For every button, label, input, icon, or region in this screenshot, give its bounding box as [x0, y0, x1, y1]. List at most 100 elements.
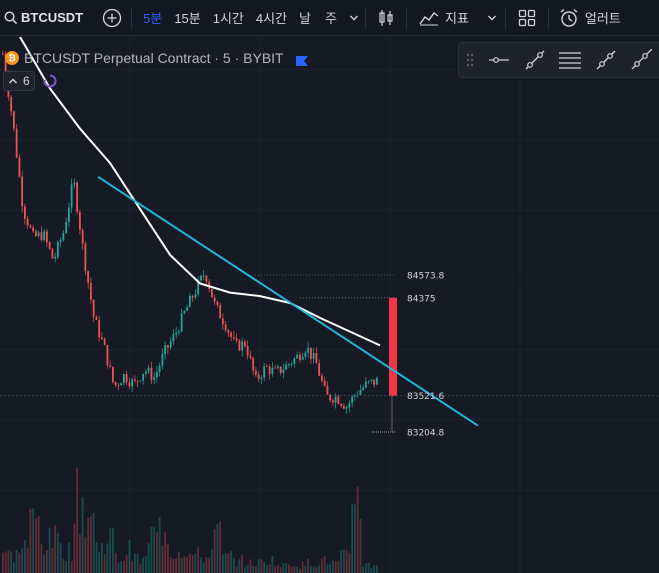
volume-bar: [21, 548, 24, 573]
top-toolbar: BTCUSDT 5분 15분 1시간 4시간 날 주 지표: [0, 0, 659, 36]
candle-body: [68, 207, 70, 222]
candle: [329, 393, 332, 403]
candle-body: [211, 289, 213, 298]
volume-bar: [76, 467, 79, 573]
drag-handle[interactable]: [459, 42, 481, 78]
alert-button[interactable]: 얼러트: [549, 0, 627, 36]
candle: [277, 364, 279, 370]
candle: [161, 348, 164, 370]
trend-line-tool[interactable]: [517, 42, 553, 78]
candle-body: [112, 366, 114, 383]
timeframe-day[interactable]: 날: [299, 11, 312, 26]
timeframe-week[interactable]: 주: [325, 11, 337, 26]
candle-body: [279, 366, 282, 373]
candle-body: [296, 354, 299, 359]
candle: [296, 351, 299, 360]
candle-body: [81, 229, 84, 244]
drag-dots-icon: [466, 53, 474, 67]
candle-body: [73, 182, 76, 185]
chart-type-button[interactable]: [366, 0, 406, 36]
candle-body: [304, 352, 307, 357]
candle-body: [57, 242, 59, 257]
candle: [59, 237, 62, 248]
flag-icon[interactable]: [295, 53, 308, 66]
volume-bar: [2, 552, 4, 573]
candle-body: [26, 218, 29, 226]
candle: [367, 380, 370, 385]
candle-body: [10, 96, 13, 112]
candle-body: [59, 240, 62, 243]
candle: [48, 241, 51, 251]
price-chart[interactable]: 84573.8 84375 83521.6 83204.8: [0, 37, 659, 573]
candle: [21, 170, 24, 213]
candle: [249, 351, 252, 360]
symbol-search[interactable]: BTCUSDT: [0, 0, 89, 36]
trend-line: [97, 175, 479, 427]
candle-body: [315, 353, 318, 364]
candle-body: [37, 232, 40, 237]
volume-bar: [164, 531, 167, 573]
volume-bar: [114, 552, 117, 573]
volume-bar: [351, 504, 354, 573]
candle: [51, 248, 54, 259]
candle-body: [13, 111, 15, 129]
candle-body: [87, 271, 90, 283]
candle-body: [156, 372, 158, 378]
candle: [114, 381, 117, 388]
candle: [43, 228, 46, 242]
volume-bar: [29, 508, 32, 573]
price-label: 83521.6: [407, 392, 444, 402]
timeframe-4h[interactable]: 4시간: [255, 11, 288, 26]
candle-body: [343, 405, 345, 409]
timeframe-1h[interactable]: 1시간: [212, 11, 244, 26]
indicators-button[interactable]: 지표: [407, 0, 475, 36]
indicator-collapse-button[interactable]: 6: [3, 71, 35, 91]
volume-bar: [246, 565, 249, 573]
ray-tool[interactable]: [588, 42, 624, 78]
candle: [351, 394, 354, 408]
volume-bar: [277, 564, 279, 573]
volume-bar: [161, 545, 164, 573]
extended-line-tool[interactable]: [624, 42, 659, 78]
candle-body: [348, 402, 351, 408]
chart-line-icon: [419, 10, 439, 26]
volume-bar: [312, 566, 315, 573]
candle-body: [274, 367, 277, 369]
volume-bar: [326, 564, 329, 573]
volume-bar: [197, 547, 200, 573]
candle-body: [35, 231, 37, 237]
timeframe-5m[interactable]: 5분: [143, 11, 163, 26]
symbol-title[interactable]: BTCUSDT Perpetual Contract · 5 · BYBIT: [24, 50, 284, 66]
candle: [13, 110, 15, 132]
candle-body: [145, 371, 147, 374]
candle-body: [65, 221, 68, 233]
volume-bar: [282, 562, 285, 573]
candle-body: [169, 341, 172, 348]
candle: [266, 363, 268, 368]
volume-bar: [136, 553, 139, 573]
volume-bar: [167, 544, 169, 573]
indicators-dropdown[interactable]: [475, 0, 505, 36]
layouts-button[interactable]: [506, 0, 548, 36]
timeframe-15m[interactable]: 15분: [174, 11, 201, 26]
candle-body: [362, 387, 365, 390]
candle-body: [216, 301, 219, 306]
timeframe-dropdown[interactable]: [343, 0, 365, 36]
parallel-channel-tool[interactable]: [552, 42, 588, 78]
volume-bar: [359, 518, 362, 573]
candle-body: [285, 364, 288, 370]
candle: [186, 305, 189, 312]
candle: [354, 393, 356, 402]
volume-bar: [205, 557, 208, 573]
candle-body: [205, 275, 208, 282]
volume-bar: [252, 565, 255, 573]
candle-body: [40, 232, 43, 241]
candle: [158, 362, 161, 377]
volume-bar: [54, 525, 57, 573]
volume-bar: [32, 508, 35, 573]
compare-add-button[interactable]: [89, 0, 131, 36]
candle-body: [79, 212, 81, 230]
candle-body: [290, 363, 293, 365]
horizontal-ray-tool[interactable]: [481, 42, 517, 78]
candles: [2, 50, 378, 414]
